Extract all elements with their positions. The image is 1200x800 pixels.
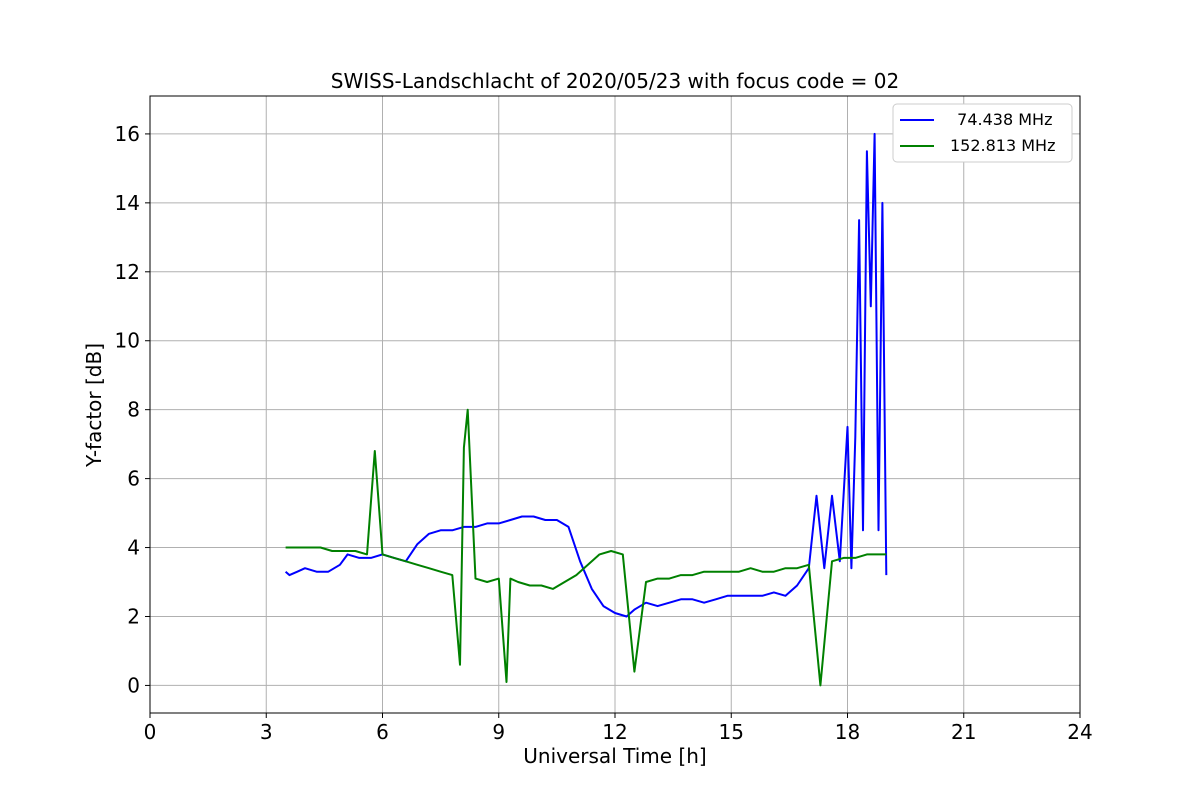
x-tick-label: 15 [719, 720, 744, 744]
y-tick-label: 4 [127, 536, 140, 560]
x-axis: 0 3 6 9 12 15 18 21 24 [144, 713, 1093, 744]
legend-label-152mhz: 152.813 MHz [950, 136, 1055, 155]
x-tick-label: 6 [376, 720, 389, 744]
x-tick-label: 21 [951, 720, 976, 744]
legend-box [892, 103, 1073, 163]
series-layer [284, 132, 888, 687]
x-tick-label: 3 [260, 720, 273, 744]
y-tick-label: 16 [115, 122, 140, 146]
y-axis-label: Y-factor [dB] [82, 343, 106, 468]
y-tick-label: 14 [115, 191, 140, 215]
y-tick-label: 2 [127, 604, 140, 628]
chart-title: SWISS-Landschlacht of 2020/05/23 with fo… [331, 69, 899, 93]
y-axis: 0 2 4 6 8 10 12 14 16 [115, 122, 150, 697]
y-tick-label: 6 [127, 467, 140, 491]
y-tick-label: 10 [115, 329, 140, 353]
x-axis-label: Universal Time [h] [523, 744, 706, 768]
x-tick-label: 12 [602, 720, 627, 744]
series-line-0 [284, 132, 888, 618]
y-tick-label: 12 [115, 260, 140, 284]
x-tick-label: 0 [144, 720, 157, 744]
series-line-1 [285, 408, 887, 687]
y-tick-label: 0 [127, 673, 140, 697]
legend: 74.438 MHz 152.813 MHz [892, 103, 1073, 163]
x-tick-label: 24 [1067, 720, 1092, 744]
x-tick-label: 9 [492, 720, 505, 744]
y-tick-label: 8 [127, 398, 140, 422]
grid [149, 96, 1081, 713]
legend-label-74mhz: 74.438 MHz [947, 110, 1052, 129]
x-tick-label: 18 [835, 720, 860, 744]
